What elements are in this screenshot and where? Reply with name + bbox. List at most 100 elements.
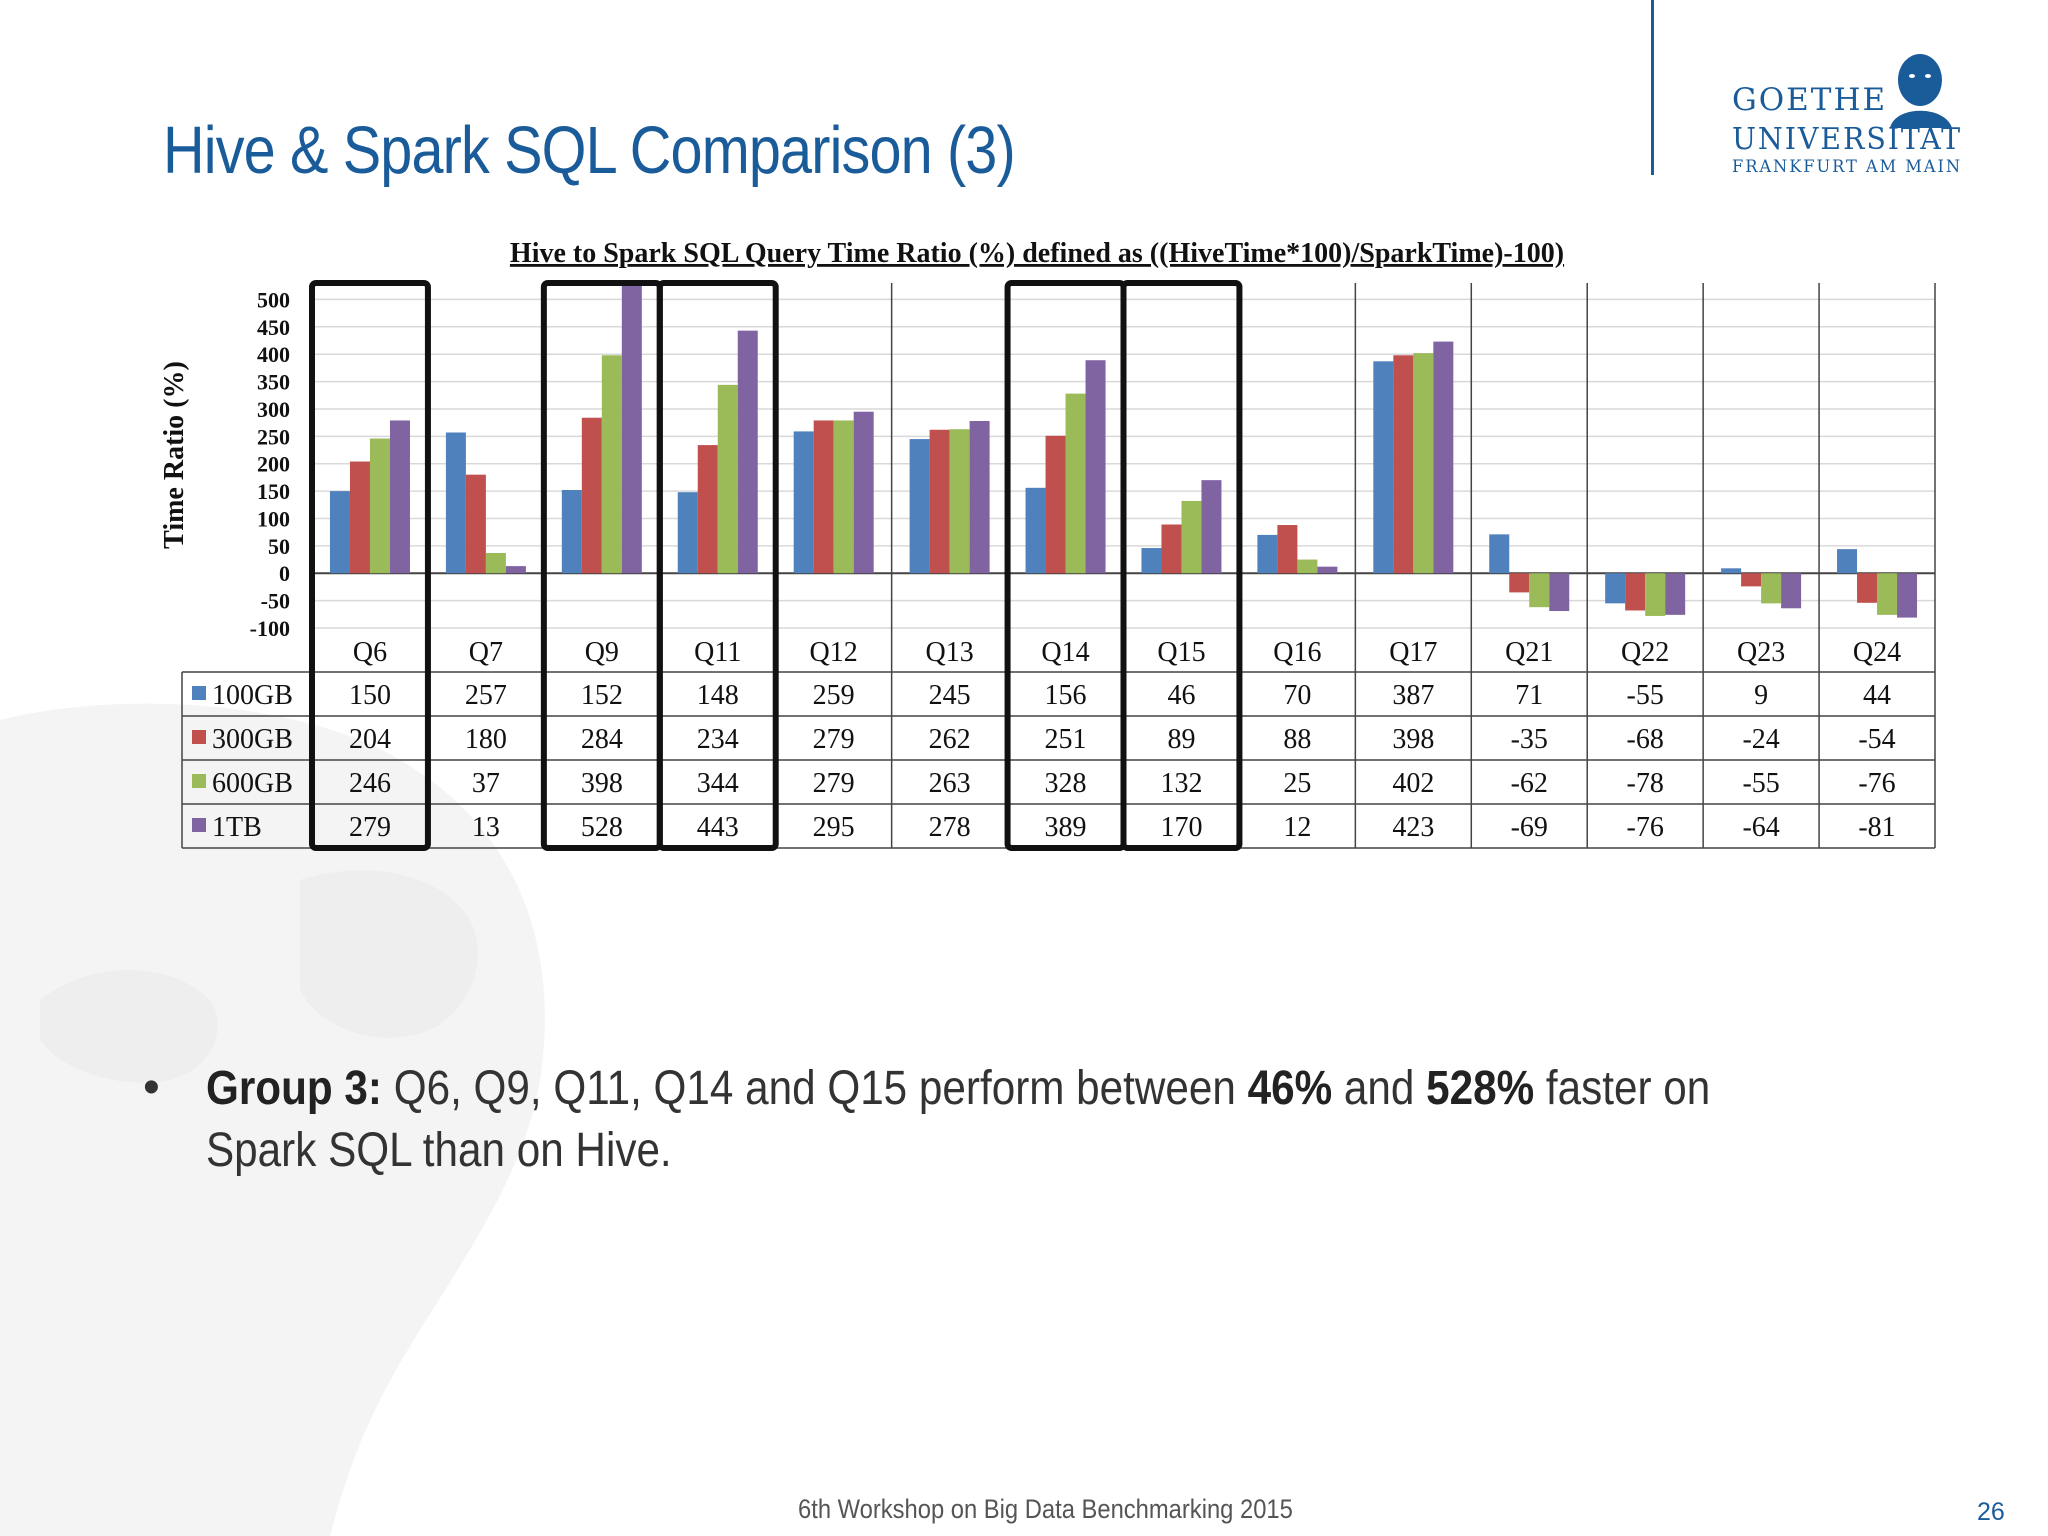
y-tick-label: 250	[257, 424, 290, 449]
bar-Q22-300GB	[1625, 573, 1646, 611]
bar-Q24-600GB	[1877, 573, 1898, 615]
bar-Q16-300GB	[1277, 525, 1298, 574]
table-value-Q17-300GB: 398	[1392, 724, 1434, 755]
bar-Q12-100GB	[793, 431, 814, 574]
bar-Q24-300GB	[1857, 573, 1878, 603]
bar-Q21-300GB	[1509, 573, 1530, 593]
table-value-Q7-300GB: 180	[465, 724, 507, 755]
table-value-Q16-1TB: 12	[1283, 812, 1311, 843]
bar-Q7-100GB	[445, 432, 466, 574]
bar-Q12-600GB	[833, 420, 854, 574]
goethe-university-logo: GOETHE UNIVERSITÄT FRANKFURT AM MAIN	[1732, 54, 1962, 177]
category-label-Q9: Q9	[585, 637, 619, 668]
category-label-Q12: Q12	[810, 637, 858, 668]
highlight-box-Q6	[309, 280, 431, 851]
table-value-Q23-1TB: -64	[1742, 812, 1779, 843]
bar-Q11-600GB	[717, 384, 738, 574]
table-value-Q17-1TB: 423	[1392, 812, 1434, 843]
highlight-box-Q15	[1120, 280, 1243, 851]
y-tick-label: 500	[257, 287, 290, 312]
table-value-Q24-600GB: -76	[1858, 768, 1895, 799]
table-value-Q16-300GB: 88	[1283, 724, 1311, 755]
bullet-bold-max: 528%	[1426, 1062, 1535, 1115]
table-value-Q7-100GB: 257	[465, 680, 507, 711]
bar-Q9-1TB	[621, 284, 642, 574]
table-value-Q14-100GB: 156	[1045, 680, 1087, 711]
y-axis-label: Time Ratio (%)	[159, 361, 190, 549]
bullet-point-group-3: Group 3: Q6, Q9, Q11, Q14 and Q15 perfor…	[206, 1058, 1720, 1182]
category-label-Q22: Q22	[1621, 637, 1669, 668]
bar-Q11-100GB	[677, 492, 698, 574]
table-value-Q24-300GB: -54	[1858, 724, 1895, 755]
logo-line-3: FRANKFURT AM MAIN	[1732, 157, 1962, 177]
table-value-Q16-100GB: 70	[1283, 680, 1311, 711]
bar-Q17-600GB	[1413, 353, 1434, 574]
category-label-Q16: Q16	[1273, 637, 1321, 668]
legend-label-1TB: 1TB	[212, 812, 262, 843]
bar-Q12-300GB	[813, 420, 834, 574]
bar-Q21-1TB	[1549, 573, 1570, 612]
table-value-Q22-1TB: -76	[1627, 812, 1664, 843]
table-value-Q11-100GB: 148	[697, 680, 739, 711]
table-value-Q13-600GB: 263	[929, 768, 971, 799]
logo-divider	[1651, 0, 1654, 175]
y-tick-label: 400	[257, 342, 290, 367]
table-value-Q9-600GB: 398	[581, 768, 623, 799]
bar-Q13-600GB	[949, 429, 970, 574]
bar-Q9-600GB	[601, 355, 622, 574]
table-value-Q21-600GB: -62	[1511, 768, 1548, 799]
category-label-Q21: Q21	[1505, 637, 1553, 668]
goethe-portrait-icon	[1890, 54, 1952, 128]
highlight-box-Q11	[656, 280, 779, 851]
bar-Q15-600GB	[1181, 500, 1202, 574]
table-value-Q13-100GB: 245	[929, 680, 971, 711]
y-tick-label: 450	[257, 315, 290, 340]
y-tick-label: 50	[268, 534, 290, 559]
category-label-Q13: Q13	[925, 637, 973, 668]
category-label-Q7: Q7	[469, 637, 503, 668]
table-value-Q21-1TB: -69	[1511, 812, 1548, 843]
bar-Q15-300GB	[1161, 524, 1182, 574]
bar-Q22-600GB	[1645, 573, 1666, 616]
logo-line-1: GOETHE	[1732, 82, 1887, 118]
bar-Q7-1TB	[505, 566, 526, 574]
bar-Q24-1TB	[1897, 573, 1918, 618]
chart-title: Hive to Spark SQL Query Time Ratio (%) d…	[510, 238, 1564, 269]
bar-Q23-100GB	[1721, 568, 1742, 574]
bar-Q6-300GB	[349, 461, 370, 574]
bar-Q17-300GB	[1393, 355, 1414, 574]
table-value-Q23-600GB: -55	[1742, 768, 1779, 799]
table-value-Q15-100GB: 46	[1167, 680, 1195, 711]
y-tick-label: 0	[279, 561, 290, 586]
table-value-Q12-300GB: 279	[813, 724, 855, 755]
y-tick-label: 350	[257, 370, 290, 395]
bar-Q6-1TB	[389, 420, 410, 574]
slide-title: Hive & Spark SQL Comparison (3)	[163, 113, 1016, 188]
bar-Q14-100GB	[1025, 487, 1046, 574]
table-value-Q14-1TB: 389	[1045, 812, 1087, 843]
category-label-Q15: Q15	[1157, 637, 1205, 668]
category-label-Q24: Q24	[1853, 637, 1901, 668]
bar-Q13-100GB	[909, 439, 930, 574]
table-value-Q6-100GB: 150	[349, 680, 391, 711]
legend-swatch-600GB	[192, 774, 206, 788]
y-tick-label: 100	[257, 506, 290, 531]
table-value-Q7-1TB: 13	[472, 812, 500, 843]
bar-Q23-1TB	[1781, 573, 1802, 609]
bar-Q21-100GB	[1489, 534, 1510, 574]
table-value-Q11-1TB: 443	[697, 812, 739, 843]
bullet-bold-min: 46%	[1247, 1062, 1333, 1115]
legend-swatch-300GB	[192, 730, 206, 744]
y-tick-label: -50	[261, 589, 290, 614]
table-value-Q15-300GB: 89	[1167, 724, 1195, 755]
bar-Q11-300GB	[697, 445, 718, 574]
bar-Q12-1TB	[853, 411, 874, 574]
table-value-Q12-600GB: 279	[813, 768, 855, 799]
table-value-Q24-100GB: 44	[1863, 680, 1891, 711]
table-value-Q6-1TB: 279	[349, 812, 391, 843]
bullet-marker: •	[143, 1061, 160, 1114]
category-label-Q17: Q17	[1389, 637, 1437, 668]
bullet-text-b: and	[1332, 1062, 1427, 1115]
